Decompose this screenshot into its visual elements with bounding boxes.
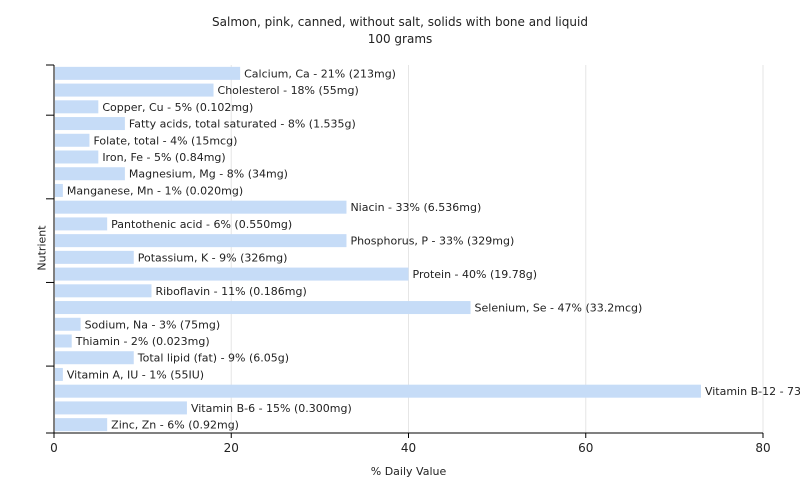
bar xyxy=(55,217,108,231)
bar-label: Riboflavin - 11% (0.186mg) xyxy=(155,285,306,298)
bar-label: Vitamin B-12 - 73% (4.40mcg) xyxy=(705,385,800,398)
bar-label: Cholesterol - 18% (55mg) xyxy=(218,84,359,97)
bar xyxy=(55,267,409,281)
bar-label: Manganese, Mn - 1% (0.020mg) xyxy=(67,184,243,197)
bar xyxy=(55,250,134,264)
bar-label: Pantothenic acid - 6% (0.550mg) xyxy=(111,218,292,231)
bar-label: Folate, total - 4% (15mcg) xyxy=(93,134,237,147)
chart-subtitle: 100 grams xyxy=(367,32,433,46)
bar xyxy=(55,150,99,164)
bar xyxy=(55,418,108,432)
x-axis-label: % Daily Value xyxy=(370,465,447,478)
bar-label: Phosphorus, P - 33% (329mg) xyxy=(350,235,514,248)
bar-label: Zinc, Zn - 6% (0.92mg) xyxy=(111,419,239,432)
bar xyxy=(55,117,125,131)
bar-label: Copper, Cu - 5% (0.102mg) xyxy=(102,101,253,114)
bar-label: Potassium, K - 9% (326mg) xyxy=(138,251,288,264)
bar xyxy=(55,384,701,398)
bar-label: Vitamin B-6 - 15% (0.300mg) xyxy=(191,402,352,415)
bar xyxy=(55,234,347,248)
bar xyxy=(55,301,471,315)
y-axis-label: Nutrient xyxy=(35,225,49,271)
bar xyxy=(55,401,187,415)
bar xyxy=(55,66,241,80)
x-tick-label: 0 xyxy=(50,441,58,455)
bar xyxy=(55,351,134,365)
x-tick-label: 60 xyxy=(578,441,593,455)
bar xyxy=(55,334,72,348)
x-tick-label: 80 xyxy=(755,441,770,455)
bar-label: Fatty acids, total saturated - 8% (1.535… xyxy=(129,118,356,131)
bar xyxy=(55,317,81,331)
bar-label: Vitamin A, IU - 1% (55IU) xyxy=(67,368,204,381)
bar-label: Magnesium, Mg - 8% (34mg) xyxy=(129,168,288,181)
bar xyxy=(55,183,63,197)
bar xyxy=(55,284,152,298)
bar-label: Sodium, Na - 3% (75mg) xyxy=(85,318,221,331)
bar-label: Niacin - 33% (6.536mg) xyxy=(350,201,481,214)
bar-label: Total lipid (fat) - 9% (6.05g) xyxy=(137,352,289,365)
x-tick-label: 20 xyxy=(224,441,239,455)
bar xyxy=(55,133,90,147)
bar xyxy=(55,83,214,97)
bar-label: Thiamin - 2% (0.023mg) xyxy=(75,335,210,348)
bar xyxy=(55,200,347,214)
bar-label: Protein - 40% (19.78g) xyxy=(413,268,538,281)
bar-label: Iron, Fe - 5% (0.84mg) xyxy=(102,151,225,164)
bar xyxy=(55,100,99,114)
bar-label: Selenium, Se - 47% (33.2mcg) xyxy=(475,302,643,315)
bar xyxy=(55,167,125,181)
x-tick-label: 40 xyxy=(401,441,416,455)
bar-label: Calcium, Ca - 21% (213mg) xyxy=(244,67,396,80)
bar xyxy=(55,367,63,381)
chart-title: Salmon, pink, canned, without salt, soli… xyxy=(212,15,588,29)
